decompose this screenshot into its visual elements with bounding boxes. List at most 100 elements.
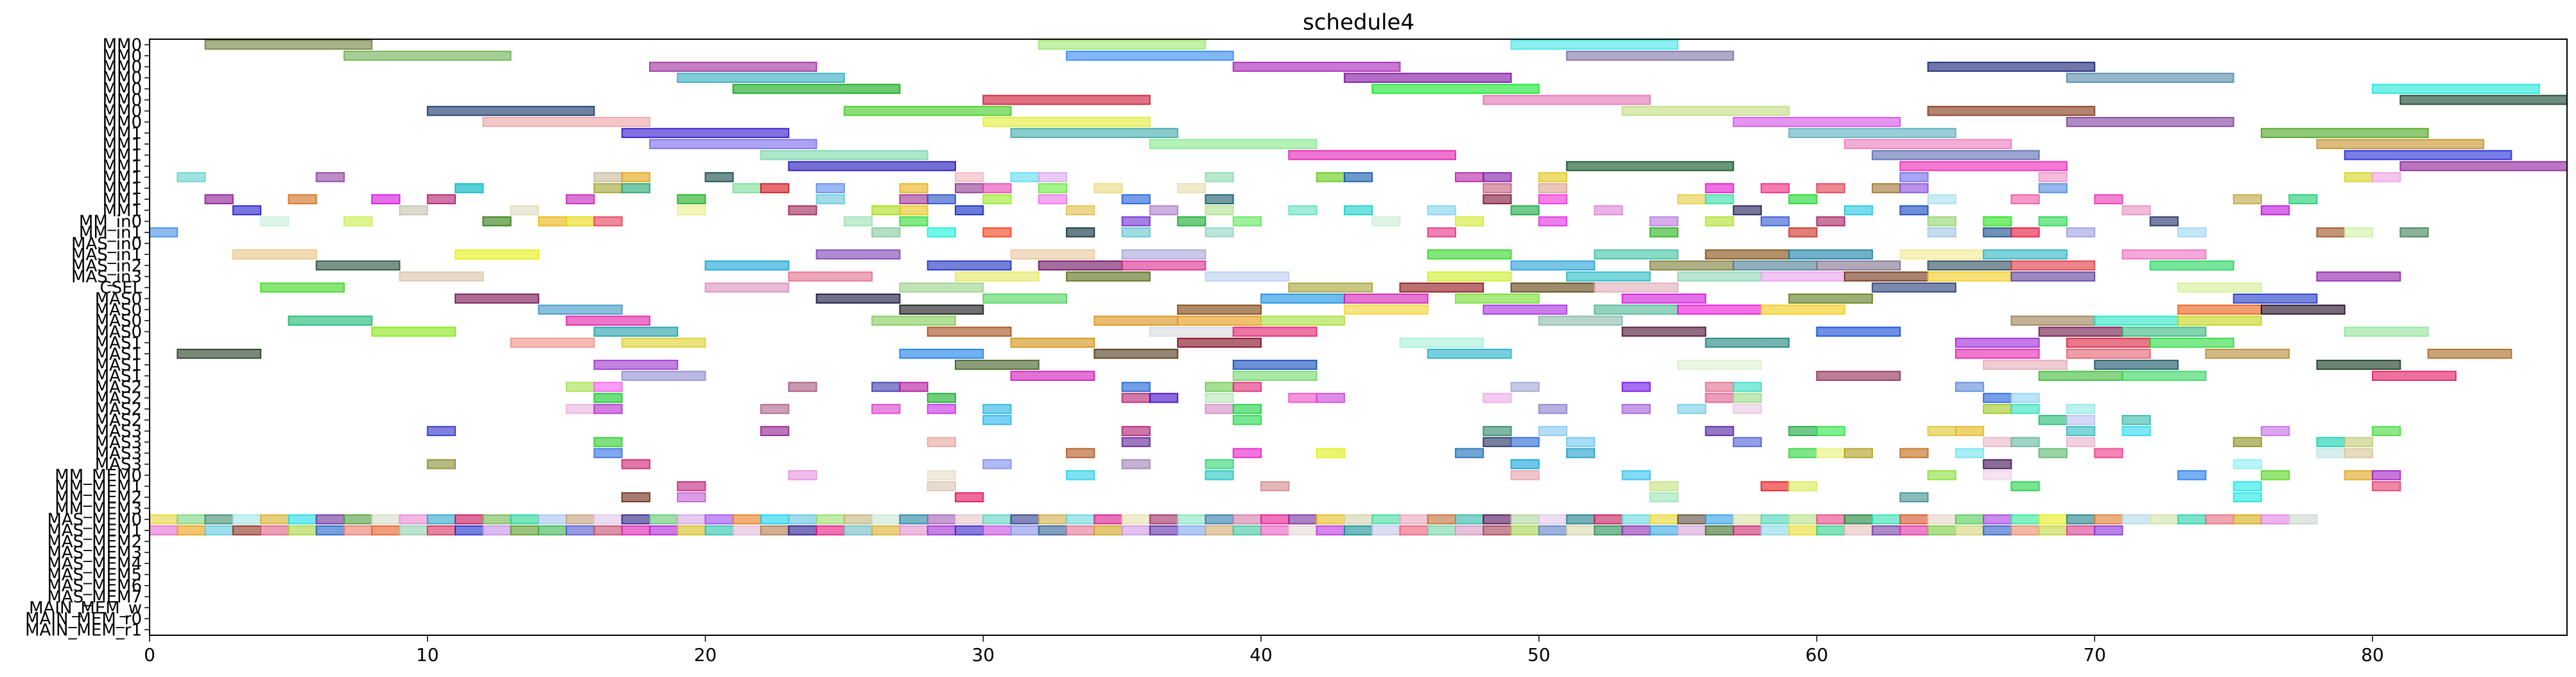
task-bar bbox=[704, 260, 790, 271]
task-bar bbox=[1371, 525, 1401, 536]
y-tick-label: CSEL bbox=[100, 279, 142, 298]
task-bar bbox=[2316, 448, 2345, 459]
task-bar bbox=[1872, 183, 1901, 193]
task-bar bbox=[1788, 128, 1956, 138]
task-bar bbox=[1816, 260, 1901, 271]
task-bar bbox=[1205, 459, 1234, 470]
task-bar bbox=[788, 271, 873, 282]
task-bar bbox=[426, 459, 457, 470]
task-bar bbox=[2260, 426, 2290, 436]
task-bar bbox=[1121, 392, 1151, 403]
y-tick-label: MM_MEM3 bbox=[55, 499, 142, 518]
task-bar bbox=[871, 227, 901, 238]
task-bar bbox=[232, 205, 262, 216]
task-bar bbox=[1788, 249, 1874, 259]
task-bar bbox=[2344, 150, 2512, 161]
task-bar bbox=[1983, 403, 2012, 414]
task-bar bbox=[677, 73, 845, 84]
task-bar bbox=[1510, 282, 1596, 293]
task-bar bbox=[1121, 194, 1151, 205]
task-bar bbox=[593, 382, 623, 392]
task-bar bbox=[1843, 205, 1874, 216]
task-bar bbox=[1927, 194, 1956, 205]
task-bar bbox=[1121, 382, 1151, 392]
task-bar bbox=[2010, 525, 2040, 536]
task-bar bbox=[621, 525, 650, 536]
task-bar bbox=[1232, 216, 1262, 227]
task-bar bbox=[2094, 315, 2179, 326]
task-bar bbox=[1927, 62, 2096, 72]
task-bar bbox=[1510, 514, 1540, 525]
task-bar bbox=[455, 514, 484, 525]
task-bar bbox=[1872, 150, 2040, 161]
task-bar bbox=[1260, 481, 1290, 491]
y-tick-label: MM0 bbox=[103, 91, 142, 110]
task-bar bbox=[1316, 392, 1345, 403]
task-bar bbox=[1732, 514, 1762, 525]
task-bar bbox=[2399, 227, 2429, 238]
task-bar bbox=[1177, 315, 1262, 326]
task-bar bbox=[426, 105, 595, 116]
task-bar bbox=[1732, 260, 1818, 271]
task-bar bbox=[1649, 216, 1679, 227]
task-bar bbox=[399, 271, 484, 282]
task-bar bbox=[2316, 271, 2401, 282]
task-bar bbox=[1761, 271, 1845, 282]
task-bar bbox=[1705, 194, 1734, 205]
task-bar bbox=[982, 459, 1012, 470]
task-bar bbox=[1288, 150, 1456, 161]
task-bar bbox=[899, 525, 928, 536]
task-bar bbox=[871, 205, 901, 216]
task-bar bbox=[2288, 514, 2318, 525]
task-bar bbox=[648, 62, 817, 72]
task-bar bbox=[788, 470, 817, 480]
task-bar bbox=[2232, 194, 2262, 205]
y-tick-label: MAS_MEM6 bbox=[47, 577, 142, 596]
task-bar bbox=[1483, 171, 1512, 182]
task-bar bbox=[177, 171, 206, 182]
task-bar bbox=[455, 525, 484, 536]
task-bar bbox=[982, 514, 1012, 525]
task-bar bbox=[982, 293, 1068, 304]
task-bar bbox=[2232, 459, 2262, 470]
task-bar bbox=[1260, 293, 1345, 304]
task-bar bbox=[1510, 470, 1540, 480]
task-bar bbox=[1983, 249, 2068, 259]
task-bar bbox=[1483, 426, 1512, 436]
task-bar bbox=[927, 437, 956, 448]
task-bar bbox=[1732, 403, 1762, 414]
task-bar bbox=[537, 216, 568, 227]
y-tick-label: MAS_MEM5 bbox=[47, 565, 142, 585]
task-bar bbox=[1677, 194, 1707, 205]
task-bar bbox=[843, 105, 1012, 116]
task-bar bbox=[2232, 481, 2262, 491]
task-bar bbox=[1205, 271, 1290, 282]
task-bar bbox=[2010, 514, 2040, 525]
task-bar bbox=[566, 403, 595, 414]
task-bar bbox=[1316, 525, 1345, 536]
task-bar bbox=[704, 282, 790, 293]
task-bar bbox=[1899, 492, 1929, 503]
task-bar bbox=[1343, 525, 1373, 536]
task-bar bbox=[843, 514, 873, 525]
task-bar bbox=[2038, 183, 2068, 193]
task-bar bbox=[899, 348, 984, 359]
y-tick-label: MAS2 bbox=[95, 389, 142, 409]
task-bar bbox=[1538, 315, 1623, 326]
task-bar bbox=[1983, 514, 2012, 525]
task-bar bbox=[1954, 382, 1985, 392]
task-bar bbox=[1149, 525, 1179, 536]
task-bar bbox=[1566, 271, 1651, 282]
task-bar bbox=[510, 337, 595, 348]
task-bar bbox=[1121, 260, 1206, 271]
task-bar bbox=[1093, 348, 1179, 359]
task-bar bbox=[1288, 282, 1373, 293]
task-bar bbox=[871, 514, 901, 525]
task-bar bbox=[1343, 205, 1373, 216]
task-bar bbox=[1649, 492, 1679, 503]
task-bar bbox=[1038, 171, 1068, 182]
task-bar bbox=[1454, 171, 1484, 182]
task-bar bbox=[1288, 392, 1318, 403]
task-bar bbox=[2066, 514, 2096, 525]
task-bar bbox=[426, 194, 457, 205]
